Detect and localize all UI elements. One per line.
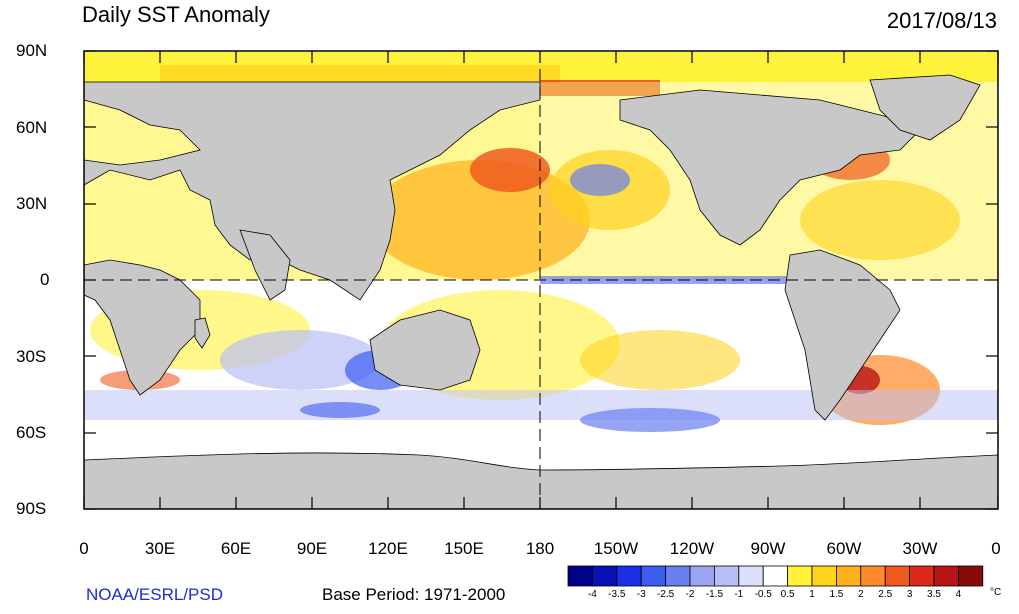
- lon-label-90w: 90W: [750, 539, 786, 558]
- lat-label-60n: 60N: [16, 118, 48, 137]
- colorbar-tick-label: -0.5: [754, 589, 772, 600]
- colorbar-tick-label: -4: [587, 589, 597, 600]
- colorbar-swatch: [591, 565, 618, 587]
- colorbar-swatch: [738, 565, 764, 587]
- colorbar-tick-label: 1.5: [829, 589, 844, 600]
- colorbar-swatch: [640, 565, 666, 587]
- colorbar-swatch: [933, 565, 959, 587]
- eurasia-landmass: [84, 81, 541, 301]
- lon-label-30w: 30W: [902, 539, 938, 558]
- lat-label-30s: 30S: [16, 347, 47, 366]
- lon-label-0-east: 0: [991, 539, 1001, 558]
- lon-label-60e: 60E: [220, 539, 252, 558]
- lon-label-120e: 120E: [368, 539, 408, 558]
- colorbar-tick-label: -2: [685, 589, 695, 600]
- lat-ticks: [84, 50, 998, 510]
- lon-label-150w: 150W: [593, 539, 639, 558]
- colorbar-tick-label: 3.5: [927, 589, 941, 600]
- colorbar-swatch: [567, 565, 593, 587]
- credit-label: NOAA/ESRL/PSD: [86, 585, 223, 604]
- lon-label-120w: 120W: [669, 539, 715, 558]
- lon-label-90e: 90E: [296, 539, 328, 558]
- colorbar-swatch: [762, 565, 788, 587]
- colorbar-swatch: [616, 565, 642, 587]
- north-america-landmass: [619, 89, 921, 246]
- colorbar-tick-label: -2.5: [656, 589, 675, 600]
- map-date: 2017/08/13: [886, 8, 997, 33]
- colorbar-swatch: [884, 565, 911, 587]
- lon-label-60w: 60W: [826, 539, 862, 558]
- lat-label-90s: 90S: [16, 499, 47, 518]
- south-america-landmass: [784, 249, 901, 421]
- colorbar-tick-label: 0.5: [780, 589, 795, 600]
- colorbar-tick-label: 2: [858, 589, 864, 600]
- colorbar-tick-label: 2.5: [878, 589, 893, 600]
- lon-label-150e: 150E: [444, 539, 484, 558]
- colorbar-tick-label: -3: [636, 589, 646, 600]
- colorbar-tick-label: -3.5: [608, 589, 626, 600]
- colorbar: [567, 565, 984, 587]
- india-landmass: [239, 229, 291, 301]
- lon-label-0-west: 0: [79, 539, 89, 558]
- colorbar-swatch: [665, 565, 691, 587]
- africa-landmass: [84, 259, 201, 396]
- lat-label-0: 0: [40, 270, 50, 289]
- colorbar-swatch: [909, 565, 935, 587]
- map-title: Daily SST Anomaly: [82, 2, 270, 27]
- colorbar-tick-label: 4: [955, 589, 962, 600]
- colorbar-tick-label: -1: [734, 589, 744, 600]
- antarctica-landmass: [84, 452, 998, 509]
- lon-label-180: 180: [525, 539, 555, 558]
- colorbar-unit: °C: [990, 587, 1002, 598]
- lat-label-60s: 60S: [16, 423, 47, 442]
- madagascar-landmass: [194, 317, 211, 349]
- base-period-label: Base Period: 1971-2000: [322, 585, 506, 604]
- lon-ticks: [83, 51, 999, 509]
- colorbar-swatch: [957, 565, 984, 587]
- colorbar-swatch: [713, 565, 740, 587]
- colorbar-tick-label: 1: [809, 589, 815, 600]
- lat-label-30n: 30N: [16, 194, 48, 213]
- colorbar-swatch: [787, 565, 813, 587]
- colorbar-swatch: [689, 565, 715, 587]
- greenland-landmass: [869, 74, 981, 141]
- lat-label-90n: 90N: [16, 41, 48, 60]
- colorbar-swatch: [860, 565, 886, 587]
- colorbar-swatch: [835, 565, 862, 587]
- lon-label-30e: 30E: [144, 539, 176, 558]
- australia-landmass: [369, 309, 481, 391]
- colorbar-tick-label: 3: [906, 589, 913, 600]
- colorbar-swatch: [811, 565, 837, 587]
- colorbar-tick-label: -1.5: [705, 589, 724, 600]
